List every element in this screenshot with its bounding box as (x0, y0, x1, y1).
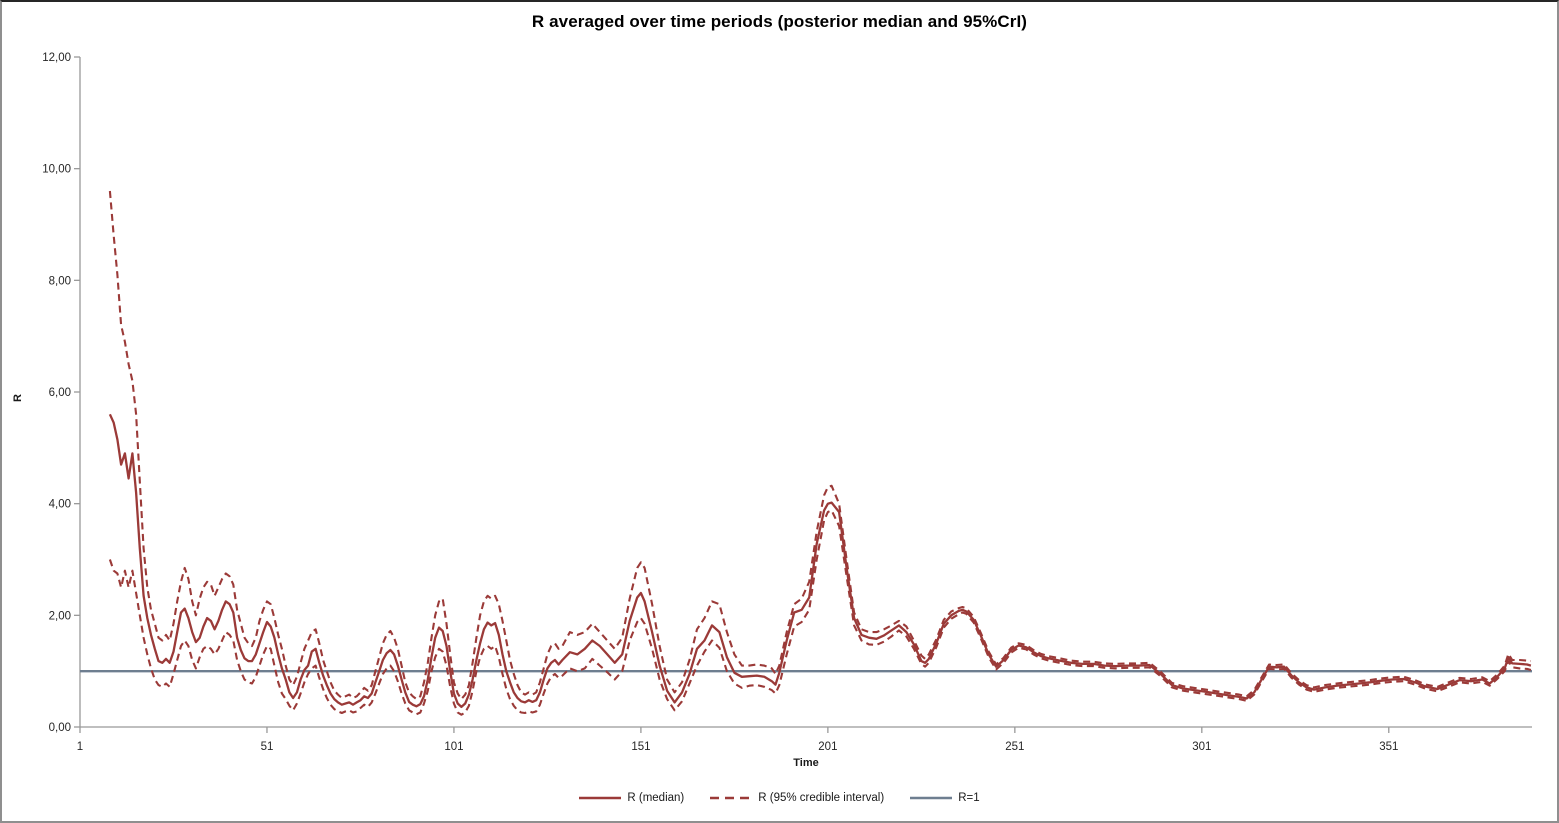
y-tick-label: 8,00 (49, 275, 71, 287)
legend-item-r-95-credible-interval: R (95% credible interval) (710, 792, 884, 804)
legend-solid-line-icon (579, 796, 622, 800)
x-tick-label: 301 (1192, 741, 1211, 753)
x-tick-label: 351 (1379, 741, 1398, 753)
y-tick-label: 12,00 (42, 52, 71, 64)
x-tick-label: 151 (631, 741, 650, 753)
x-tick-label: 201 (818, 741, 837, 753)
legend-label: R (95% credible interval) (758, 792, 885, 804)
legend-label: R (median) (627, 792, 685, 804)
y-tick-label: 0,00 (49, 722, 71, 734)
x-axis-title: Time (793, 757, 819, 769)
legend-item-r-1: R=1 (910, 792, 980, 804)
legend-label: R=1 (958, 792, 980, 804)
y-tick-label: 2,00 (49, 610, 71, 622)
chart-title: R averaged over time periods (posterior … (531, 12, 1028, 31)
median-line (108, 413, 1532, 709)
x-tick-label: 51 (261, 741, 274, 753)
y-tick-label: 6,00 (49, 387, 71, 399)
y-tick-label: 10,00 (42, 164, 71, 176)
legend-item-r-median: R (median) (579, 792, 684, 804)
y-tick-label: 4,00 (49, 499, 71, 511)
x-tick-label: 1 (77, 741, 83, 753)
legend-dashed-line-icon (710, 796, 753, 800)
ci-upper-line (108, 190, 1532, 701)
legend: R (median) R (95% credible interval) R=1 (0, 792, 1559, 804)
y-axis-title: R (11, 394, 24, 402)
x-tick-label: 101 (444, 741, 463, 753)
x-tick-label: 251 (1005, 741, 1024, 753)
legend-solid-line-icon (910, 796, 953, 800)
ci-lower-line (108, 509, 1532, 716)
